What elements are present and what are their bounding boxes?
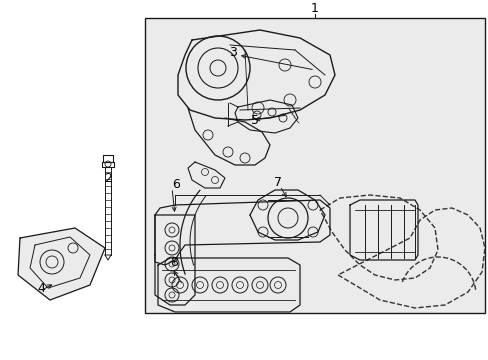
Polygon shape <box>155 215 195 305</box>
Polygon shape <box>349 200 417 260</box>
Text: 3: 3 <box>228 46 237 59</box>
Polygon shape <box>158 258 299 312</box>
Text: 4: 4 <box>37 282 45 294</box>
Text: 7: 7 <box>273 176 282 189</box>
Text: 2: 2 <box>104 171 112 184</box>
Polygon shape <box>249 190 325 240</box>
Polygon shape <box>18 228 105 300</box>
Polygon shape <box>187 162 224 188</box>
Text: 5: 5 <box>250 113 259 126</box>
Bar <box>145 18 484 313</box>
Text: 6: 6 <box>172 179 180 192</box>
Polygon shape <box>178 30 334 120</box>
Text: 1: 1 <box>310 1 318 14</box>
Text: 8: 8 <box>170 256 178 269</box>
Polygon shape <box>155 200 329 265</box>
Polygon shape <box>235 100 297 133</box>
